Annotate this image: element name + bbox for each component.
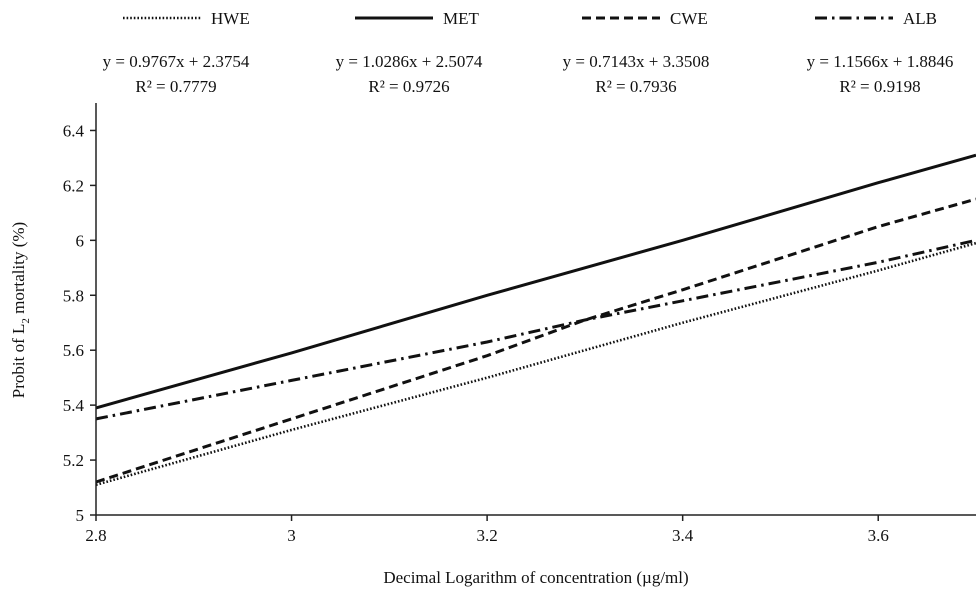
equation-hwe: y = 0.9767x + 2.3754 — [103, 52, 250, 71]
y-axis-title-rest: mortality (%) — [9, 222, 28, 318]
series-line-alb — [95, 238, 976, 421]
equation-cwe: y = 0.7143x + 3.3508 — [563, 52, 710, 71]
y-tick-label: 6.4 — [63, 121, 85, 140]
series-line-hwe — [95, 241, 976, 487]
y-tick-label: 6.2 — [63, 176, 84, 195]
y-axis-title-main: Probit of L — [9, 324, 28, 399]
r-squared-cwe: R² = 0.7936 — [595, 77, 676, 96]
x-tick-label: 3.6 — [868, 526, 889, 545]
r-squared-alb: R² = 0.9198 — [839, 77, 920, 96]
x-tick-label: 3.2 — [476, 526, 497, 545]
legend-label-met: MET — [443, 9, 480, 28]
equation-alb: y = 1.1566x + 1.8846 — [807, 52, 954, 71]
y-tick-label: 5.8 — [63, 286, 84, 305]
equation-met: y = 1.0286x + 2.5074 — [336, 52, 483, 71]
y-axis-title: Probit of L2 mortality (%) — [9, 222, 32, 398]
x-tick-label: 3.4 — [672, 526, 694, 545]
regression-equations: y = 0.9767x + 2.3754 R² = 0.7779 y = 1.028… — [103, 52, 954, 96]
legend-label-hwe: HWE — [211, 9, 250, 28]
axes: 5 5.2 5.4 5.6 5.8 6 6.2 6.4 2.8 3 3.2 3.4 3.6 — [63, 103, 976, 545]
y-tick-label: 5.4 — [63, 396, 85, 415]
series-line-cwe — [95, 197, 976, 484]
x-tick-label: 2.8 — [85, 526, 106, 545]
series-layer — [95, 153, 976, 487]
y-tick-label: 6 — [76, 231, 85, 250]
legend-label-cwe: CWE — [670, 9, 708, 28]
x-tick-label: 3 — [287, 526, 296, 545]
y-tick-label: 5 — [76, 506, 85, 525]
r-squared-met: R² = 0.9726 — [368, 77, 449, 96]
legend: HWE MET CWE ALB — [123, 9, 937, 28]
legend-label-alb: ALB — [903, 9, 937, 28]
y-tick-label: 5.2 — [63, 451, 84, 470]
y-axis-title-subscript: 2 — [20, 318, 32, 324]
x-axis-title: Decimal Logarithm of concentration (µg/m… — [383, 568, 688, 587]
series-line-met — [95, 153, 976, 410]
y-tick-label: 5.6 — [63, 341, 84, 360]
r-squared-hwe: R² = 0.7779 — [135, 77, 216, 96]
